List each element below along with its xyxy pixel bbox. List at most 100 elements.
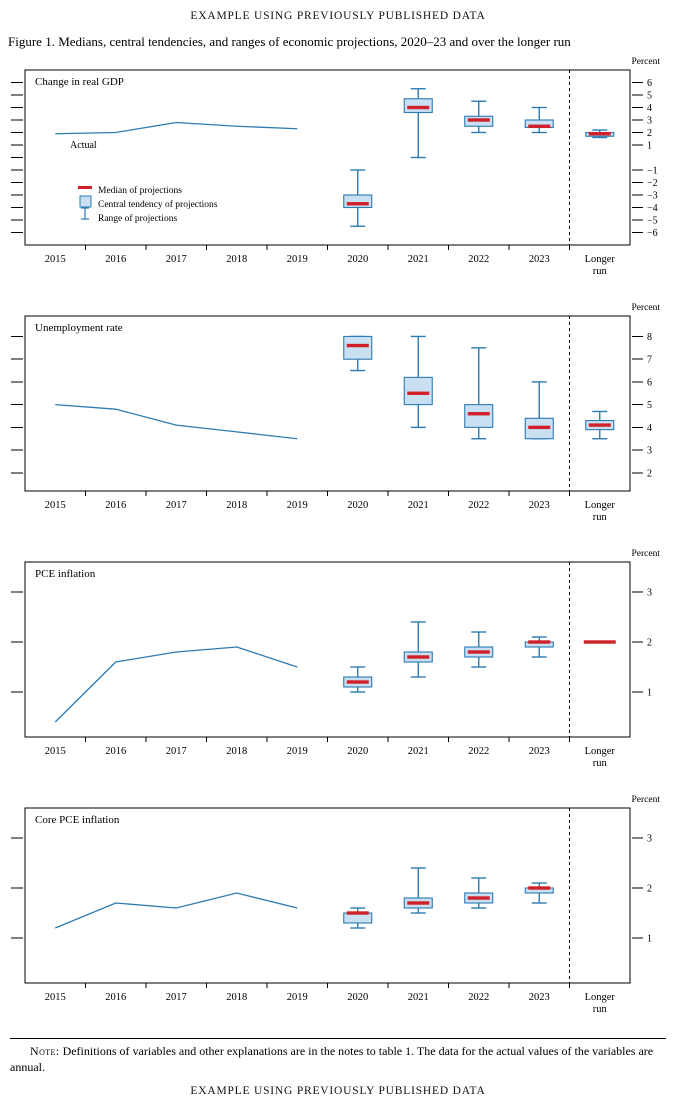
y-tick-label: 2 [647, 468, 652, 479]
longer-run-label: Longer [585, 254, 616, 265]
page-footer: Note: Definitions of variables and other… [0, 1038, 676, 1099]
year-label: 2019 [287, 992, 308, 1003]
median-marker [467, 896, 490, 900]
central-tendency-box [403, 98, 433, 114]
year-label: 2022 [468, 254, 489, 265]
median-marker [407, 655, 430, 659]
x-axis: 2015 2016 2017 2018 2019 2020 2021 2022 2023 Long… [45, 245, 616, 277]
year-label: 2021 [408, 254, 429, 265]
median-marker [467, 118, 490, 122]
year-label: 2022 [468, 746, 489, 757]
projection-2021 [403, 88, 433, 159]
year-label: 2021 [408, 746, 429, 757]
median-marker [588, 132, 611, 136]
projection-2022 [464, 347, 494, 440]
projection-2021 [403, 621, 433, 678]
year-label: 2019 [287, 500, 308, 511]
year-label: 2023 [529, 500, 550, 511]
median-marker [528, 124, 551, 128]
projection-2023 [524, 882, 554, 904]
year-label: 2016 [105, 254, 126, 265]
y-tick-label: 1 [647, 934, 652, 945]
y-tick-label: 1 [647, 688, 652, 699]
y-axis: 3 2 1 [11, 588, 652, 699]
y-tick-label: 7 [647, 355, 652, 366]
panel-title: Core PCE inflation [35, 814, 120, 826]
projection-2020 [343, 169, 373, 227]
year-label: 2016 [105, 500, 126, 511]
year-label: 2018 [226, 746, 247, 757]
year-label: 2023 [529, 746, 550, 757]
chart-panel-gdp: Percent Change in real GDP 6 54 32 1 −1−2 −3−4 −… [11, 57, 660, 277]
median-marker [528, 886, 551, 890]
y-tick-label: 2 [647, 638, 652, 649]
projection-2021 [403, 335, 433, 429]
year-label: 2020 [347, 254, 368, 265]
legend: Median of projections Central tendency of… [78, 185, 218, 224]
year-label: 2019 [287, 746, 308, 757]
y-tick-label: 4 [647, 423, 652, 434]
projection-2020 [343, 907, 373, 929]
y-tick-label: −1 [647, 166, 658, 177]
y-tick-label: 2 [647, 128, 652, 139]
projection-2022 [464, 631, 494, 668]
legend-median-icon [78, 186, 92, 189]
figure-title: Figure 1. Medians, central tendencies, a… [8, 34, 571, 49]
x-axis: 2015 2016 2017 2018 2019 2020 2021 2022 2023 Long… [45, 983, 616, 1015]
y-tick-label: −3 [647, 191, 658, 202]
year-label: 2021 [408, 992, 429, 1003]
year-label: 2020 [347, 746, 368, 757]
y-tick-label: 6 [647, 377, 652, 388]
projection-2020 [343, 666, 373, 693]
projection-longer-run [583, 640, 616, 644]
y-tick-label: −4 [647, 203, 658, 214]
y-tick-label: 5 [647, 400, 652, 411]
longer-run-label: run [593, 512, 608, 523]
year-label: 2019 [287, 254, 308, 265]
actual-label: Actual [70, 140, 97, 151]
year-label: 2015 [45, 254, 66, 265]
median-marker [346, 911, 369, 915]
year-label: 2017 [166, 992, 187, 1003]
y-tick-label: 3 [647, 446, 652, 457]
panel-title: Unemployment rate [35, 322, 123, 334]
year-label: 2018 [226, 254, 247, 265]
longer-run-label: run [593, 266, 608, 277]
x-axis: 2015 2016 2017 2018 2019 2020 2021 2022 2023 Long… [45, 491, 616, 523]
charts-container: Percent Change in real GDP 6 5 4 3 2 1 −1 −2 −3 −4−… [0, 52, 676, 1036]
longer-run-label: Longer [585, 500, 616, 511]
note-label: Note: [30, 1044, 60, 1058]
year-label: 2016 [105, 992, 126, 1003]
legend-central-tendency-icon [79, 195, 92, 208]
legend-label: Central tendency of projections [98, 199, 218, 210]
year-label: 2015 [45, 992, 66, 1003]
year-label: 2018 [226, 500, 247, 511]
projection-2020 [343, 335, 373, 372]
panel-title: PCE inflation [35, 568, 96, 580]
longer-run-label: run [593, 758, 608, 769]
unit-label: Percent [632, 303, 661, 313]
actual-line [55, 403, 298, 440]
median-marker [346, 680, 369, 684]
y-tick-label: 2 [647, 884, 652, 895]
y-tick-label: 1 [647, 141, 652, 152]
year-label: 2022 [468, 992, 489, 1003]
projection-2021 [403, 867, 433, 914]
year-label: 2020 [347, 500, 368, 511]
median-marker [528, 425, 551, 430]
y-axis: 3 2 1 [11, 834, 652, 945]
y-tick-label: 3 [647, 834, 652, 845]
longer-run-label: Longer [585, 992, 616, 1003]
year-label: 2015 [45, 500, 66, 511]
chart-panel-core-pce-inflation: Percent Core PCE inflation 3 2 1 2015 2016 2017… [11, 795, 660, 1015]
projection-2022 [464, 877, 494, 909]
y-tick-label: −2 [647, 178, 658, 189]
panel-title: Change in real GDP [35, 76, 124, 88]
year-label: 2020 [347, 992, 368, 1003]
longer-run-label: Longer [585, 746, 616, 757]
median-marker [346, 202, 369, 206]
year-label: 2021 [408, 500, 429, 511]
year-label: 2023 [529, 992, 550, 1003]
